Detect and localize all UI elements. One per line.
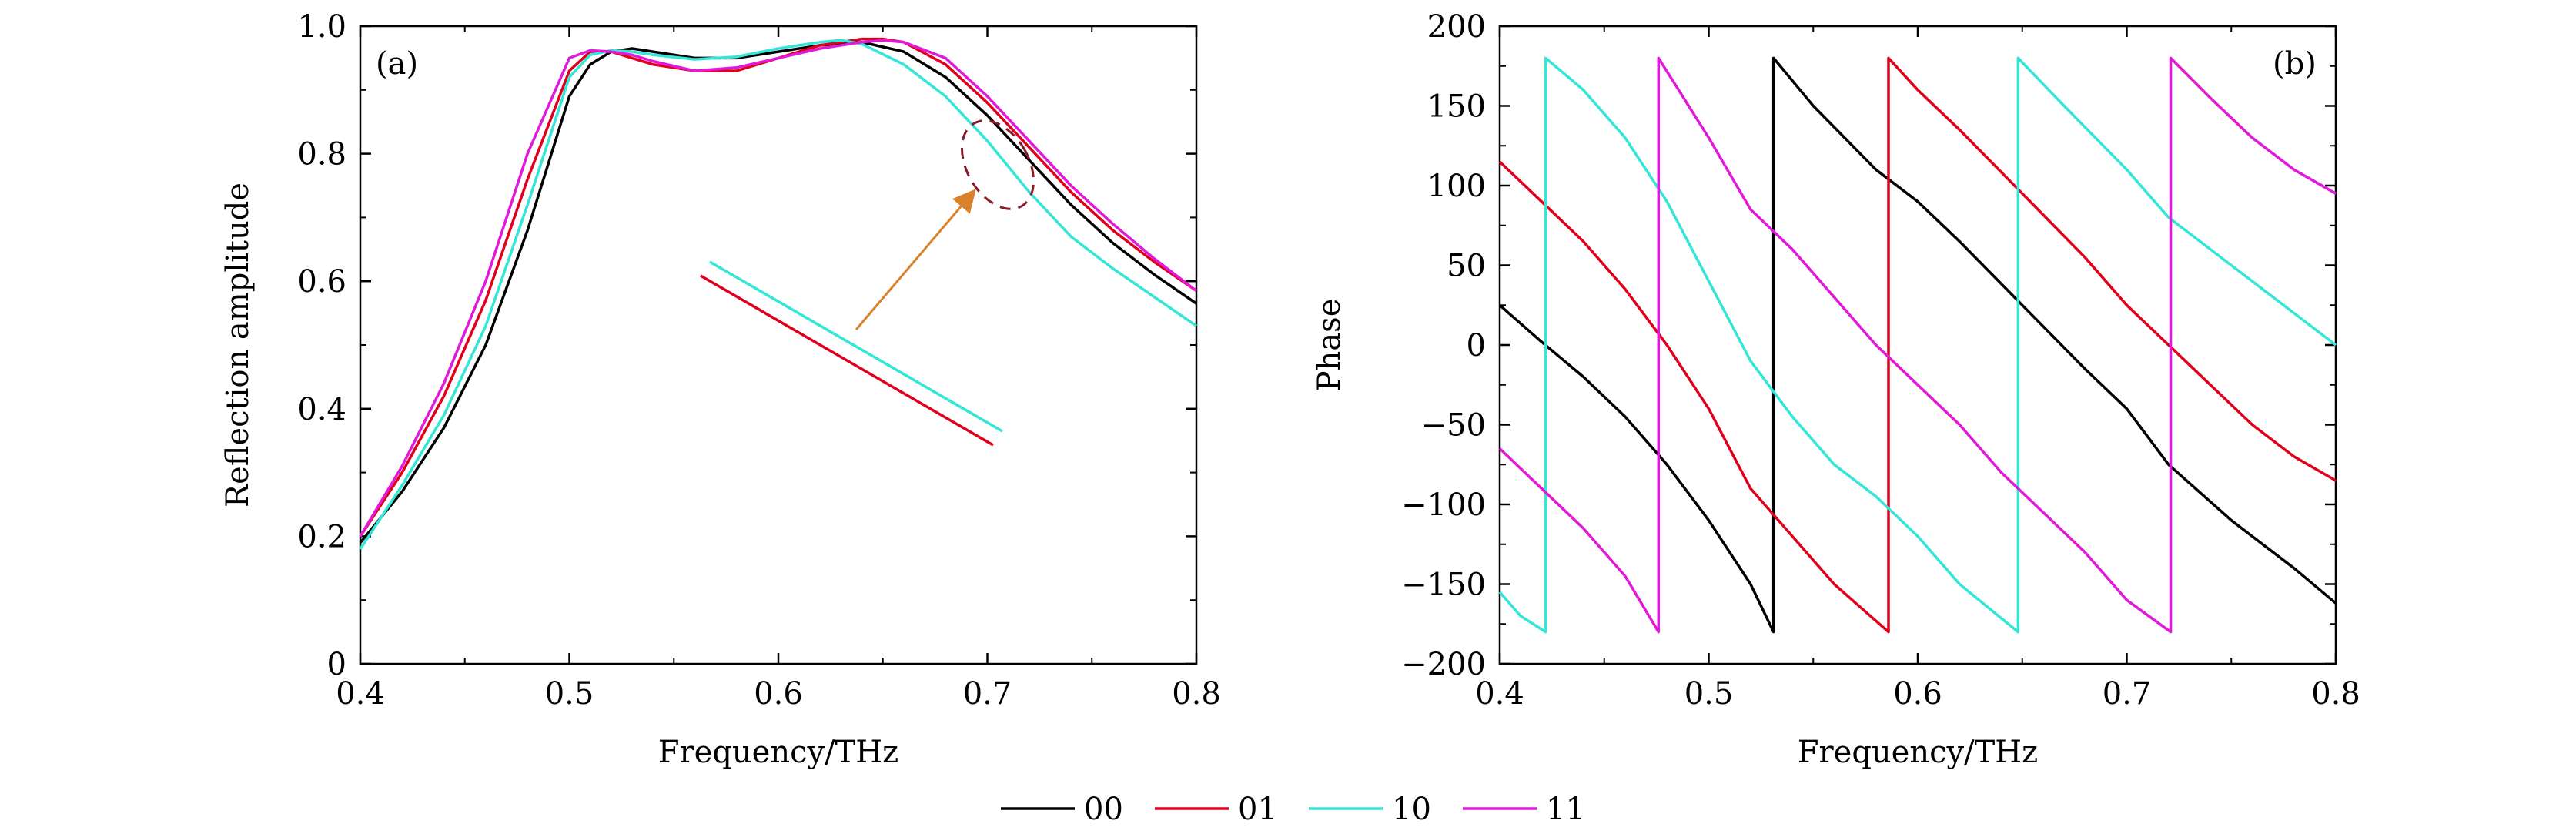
zoom-ellipse [961,119,1035,210]
legend: 00 01 10 11 [1001,792,1585,827]
y-tick-label: 200 [1427,9,1486,45]
legend-label-01: 01 [1238,792,1277,827]
panel-a: 0.4 0.5 0.6 0.7 0.8 0 0.2 0.4 0.6 0.8 1.0 (a) Freq… [220,9,1221,770]
series-10-line [359,39,1197,550]
x-tick-label: 0.5 [1684,676,1734,712]
panel-a-ticks: 0.4 0.5 0.6 0.7 0.8 0 0.2 0.4 0.6 0.8 1.0 [297,9,1220,712]
x-tick-label: 0.8 [1172,676,1221,712]
legend-label-10: 10 [1392,792,1431,827]
x-tick-label: 0.6 [754,676,803,712]
legend-label-11: 11 [1546,792,1585,827]
series-11-line [359,39,1198,538]
y-tick-label: 0.4 [297,392,346,427]
y-tick-label: −50 [1421,408,1486,444]
y-tick-label: 0.8 [297,137,346,172]
panel-b-xlabel: Frequency/THz [1798,735,2038,770]
y-tick-label: −200 [1401,647,1486,682]
x-tick-label: 0.6 [1893,676,1942,712]
panel-b-tag: (b) [2273,46,2317,82]
series-01-line [359,37,1197,538]
series-01-line [1498,56,2337,634]
zoom-arrow [855,189,976,330]
x-tick-label: 0.7 [963,676,1012,712]
y-tick-label: 0.2 [297,519,346,554]
inset-line-10 [709,260,1003,433]
x-tick-label: 0.8 [2311,676,2360,712]
inset-line-01 [700,274,994,447]
panel-a-ylabel: Reflection amplitude [220,183,256,507]
y-tick-label: 100 [1427,169,1486,204]
panel-a-series [359,37,1198,550]
series-10-line [1498,56,2337,634]
panel-a-xlabel: Frequency/THz [658,735,898,770]
panel-b-frame [1498,25,2337,665]
panel-b-series [1498,56,2337,634]
legend-label-00: 00 [1084,792,1123,827]
panel-b: 0.4 0.5 0.6 0.7 0.8 200 150 100 50 0 −50 −100 −150 −2… [1312,9,2360,770]
series-00-line [1498,56,2337,634]
panel-a-tag: (a) [376,46,418,82]
y-tick-label: 1.0 [297,9,346,45]
y-tick-label: 150 [1427,89,1486,125]
x-tick-label: 0.5 [545,676,594,712]
y-tick-label: 0 [1467,328,1486,363]
series-00-line [359,40,1197,544]
series-11-line [1498,56,2337,634]
y-tick-label: −100 [1401,487,1486,523]
y-tick-label: 0 [327,647,346,682]
x-tick-label: 0.7 [2103,676,2152,712]
panel-b-ticks: 0.4 0.5 0.6 0.7 0.8 200 150 100 50 0 −50 −100 −150 −2… [1401,9,2360,712]
y-tick-label: 0.6 [297,264,346,300]
x-tick-label: 0.4 [1475,676,1524,712]
x-tick-label: 0.4 [336,676,385,712]
panel-b-ylabel: Phase [1312,299,1347,392]
y-tick-label: 50 [1447,249,1486,284]
y-tick-label: −150 [1401,568,1486,603]
